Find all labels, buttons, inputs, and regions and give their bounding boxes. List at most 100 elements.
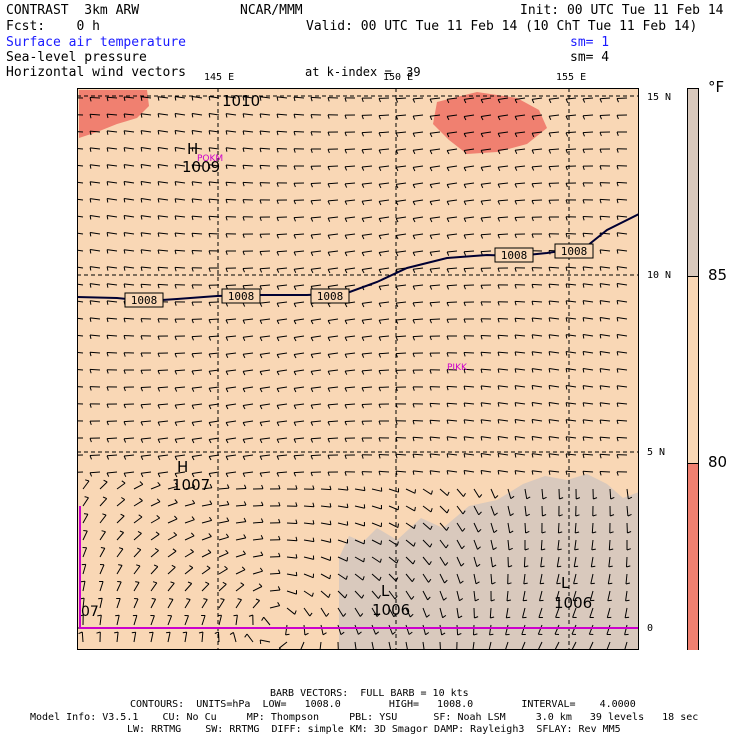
- wind-barb-feather: [106, 317, 109, 323]
- wind-barb-shaft: [583, 368, 594, 371]
- wind-barb-feather: [412, 353, 415, 358]
- wind-barb-shaft: [464, 199, 475, 202]
- wind-barb-shaft: [422, 573, 429, 583]
- wind-barb-shaft: [574, 522, 577, 534]
- wind-barb-shaft: [276, 130, 288, 133]
- wind-barb-shaft: [379, 148, 390, 151]
- wind-barb-feather: [139, 497, 143, 502]
- wind-barb-feather: [428, 578, 432, 583]
- wind-barb-shaft: [123, 96, 135, 99]
- wind-barb-shaft: [107, 147, 118, 150]
- wind-barb-shaft: [167, 632, 171, 643]
- wind-barb-feather: [548, 99, 552, 104]
- wind-barb-feather: [106, 198, 109, 203]
- wind-barb-shaft: [379, 301, 390, 304]
- wind-barb-feather: [463, 318, 466, 323]
- wind-barb-shaft: [157, 249, 169, 252]
- wind-barb-shaft: [276, 113, 288, 116]
- wind-barb-feather: [208, 267, 211, 272]
- wind-barb-shaft: [413, 131, 424, 134]
- wind-barb-feather: [507, 582, 512, 585]
- wind-barb-feather: [191, 198, 194, 203]
- valid-time: Valid: 00 UTC Tue 11 Feb 14 (10 ChT Tue …: [306, 19, 698, 34]
- wind-barb-feather: [497, 301, 500, 306]
- wind-barb-shaft: [294, 250, 305, 253]
- wind-barb-feather: [295, 536, 298, 541]
- wind-barb-shaft: [303, 607, 311, 617]
- wind-barb-feather: [412, 420, 415, 425]
- wind-barb-feather: [480, 419, 483, 424]
- wind-barb-feather: [491, 581, 496, 585]
- wind-barb-shaft: [480, 351, 492, 354]
- wind-barb-shaft: [463, 352, 475, 354]
- wind-barb-shaft: [498, 453, 509, 456]
- wind-barb-feather: [106, 386, 109, 391]
- wind-barb-shaft: [293, 233, 305, 236]
- wind-barb-feather: [123, 215, 126, 220]
- wind-barb-feather: [80, 580, 86, 583]
- wind-barb-feather: [208, 388, 212, 393]
- wind-barb-feather: [616, 454, 619, 459]
- wind-barb-feather: [616, 420, 619, 425]
- wind-barb-shaft: [599, 97, 611, 100]
- wind-barb-feather: [429, 453, 432, 458]
- wind-barb-feather: [616, 199, 619, 204]
- wind-barb-feather: [514, 402, 517, 407]
- wind-barb-shaft: [439, 624, 443, 635]
- wind-barb-feather: [361, 218, 365, 223]
- wind-barb-feather: [89, 114, 92, 119]
- wind-barb-feather: [599, 454, 602, 459]
- colorbar-tick-85: 85: [708, 266, 728, 284]
- wind-barb-shaft: [617, 300, 628, 303]
- wind-barb-feather: [593, 497, 598, 500]
- wind-barb-feather: [344, 166, 348, 171]
- wind-barb-feather: [242, 147, 245, 153]
- wind-barb-shaft: [106, 334, 118, 337]
- wind-barb-feather: [174, 147, 177, 152]
- wind-barb-shaft: [531, 199, 543, 201]
- wind-barb-feather: [514, 284, 517, 289]
- wind-barb-shaft: [310, 216, 322, 219]
- wind-barb-feather: [361, 303, 365, 308]
- wind-barb-shaft: [447, 419, 458, 422]
- wind-barb-shaft: [515, 97, 526, 100]
- wind-barb-feather: [191, 96, 194, 101]
- wind-barb-shaft: [89, 130, 101, 133]
- wind-barb-feather: [610, 514, 615, 517]
- wind-barb-feather: [259, 354, 263, 359]
- wind-barb-shaft: [624, 624, 628, 635]
- wind-barb-shaft: [286, 573, 297, 577]
- wind-barb-shaft: [124, 113, 135, 116]
- wind-barb-feather: [242, 268, 245, 273]
- wind-barb-feather: [548, 317, 551, 322]
- wind-barb-shaft: [277, 96, 288, 99]
- wind-barb-shaft: [201, 615, 206, 626]
- wind-barb-shaft: [319, 641, 322, 650]
- wind-barb-shaft: [361, 403, 373, 405]
- wind-barb-feather: [225, 130, 228, 135]
- wind-barb-shaft: [150, 501, 161, 507]
- wind-barb-shaft: [463, 368, 475, 371]
- wind-barb-shaft: [175, 164, 186, 167]
- wind-barb-feather: [344, 387, 348, 392]
- wind-barb-feather: [582, 402, 585, 407]
- wind-barb-feather: [395, 387, 398, 392]
- wind-barb-feather: [565, 183, 568, 188]
- wind-barb-shaft: [226, 164, 237, 167]
- wind-barb-feather: [106, 403, 109, 409]
- wind-barb-feather: [191, 439, 195, 444]
- wind-barb-feather: [361, 404, 364, 409]
- wind-barb-shaft: [378, 114, 390, 117]
- wind-barb-feather: [457, 633, 462, 636]
- wind-barb-feather: [430, 508, 433, 513]
- wind-barb-shaft: [498, 131, 509, 134]
- wind-barb-shaft: [89, 368, 101, 371]
- wind-barb-shaft: [583, 402, 594, 405]
- wind-barb-shaft: [422, 590, 429, 601]
- wind-barb-shaft: [362, 250, 373, 253]
- wind-barb-feather: [225, 533, 230, 538]
- wind-barb-shaft: [405, 624, 410, 635]
- wind-barb-feather: [344, 454, 347, 460]
- wind-barb-shaft: [582, 216, 594, 218]
- wind-barb-feather: [208, 456, 212, 461]
